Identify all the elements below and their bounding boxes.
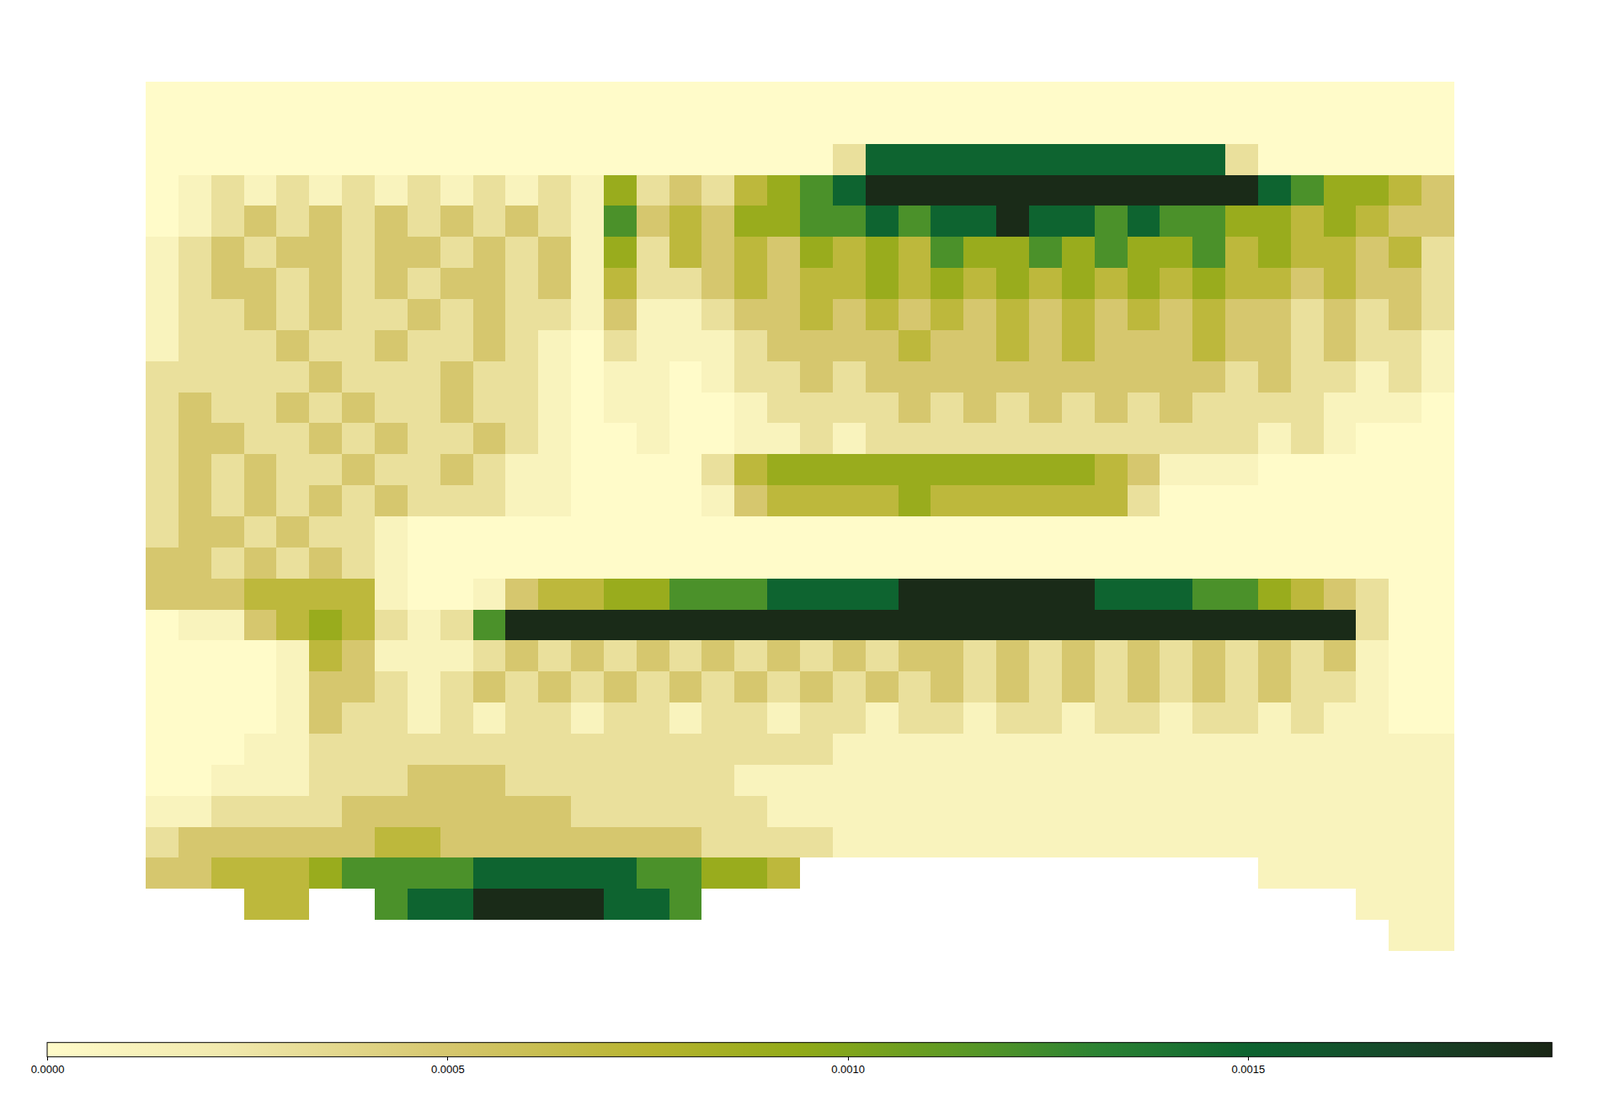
svg-text:0.0000: 0.0000 xyxy=(31,1062,65,1076)
svg-text:0.0005: 0.0005 xyxy=(431,1062,465,1076)
svg-text:0.0010: 0.0010 xyxy=(831,1062,865,1076)
svg-text:0.0015: 0.0015 xyxy=(1231,1062,1265,1076)
